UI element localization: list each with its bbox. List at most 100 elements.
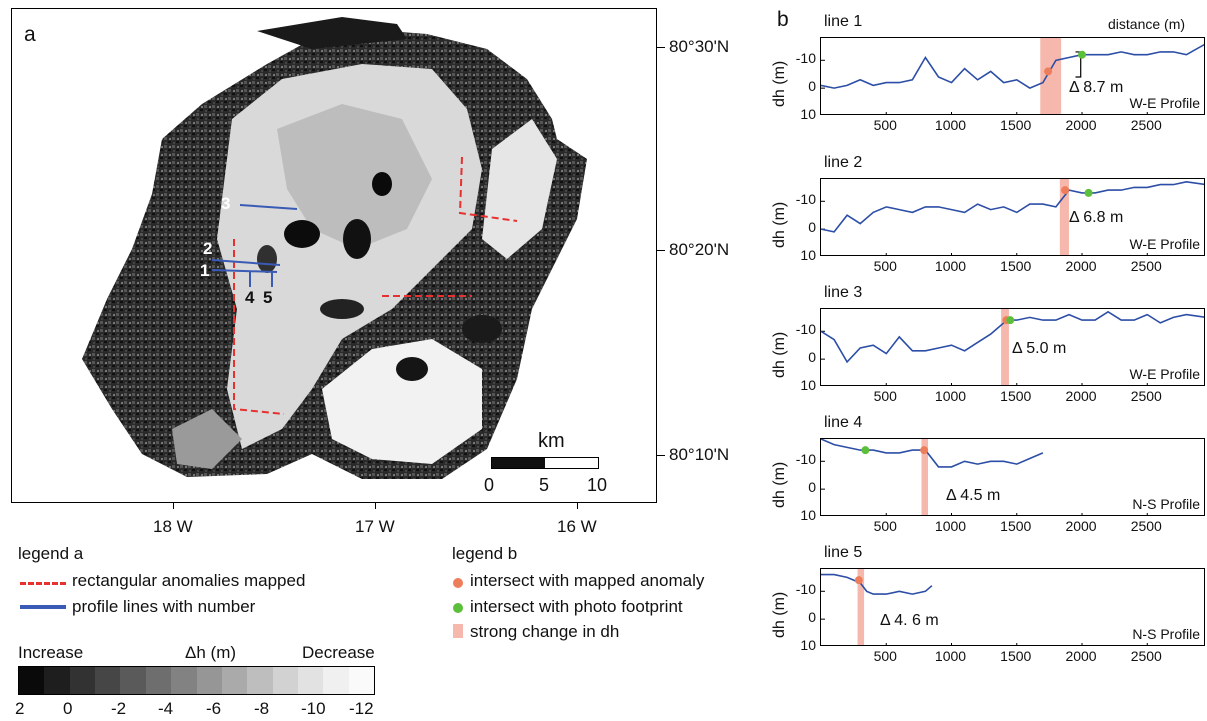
- profile-svg: [821, 179, 1204, 255]
- x-tick-label: 1000: [934, 648, 967, 664]
- lat-label-30: 80°30'N: [669, 37, 730, 56]
- dh-series-line: [821, 439, 1044, 468]
- lon-tick: [577, 503, 578, 509]
- island-top-cap: [257, 17, 407, 49]
- lon-label-17: 17 W: [355, 517, 395, 536]
- legend-blue-line: [20, 605, 66, 609]
- profile-number-5: 5: [263, 288, 273, 307]
- colorbar-swatch: [171, 667, 197, 694]
- strong-change-band: [921, 439, 929, 515]
- strong-change-band: [1040, 38, 1062, 114]
- colorbar-swatch: [120, 667, 146, 694]
- x-tick-label: 1000: [934, 388, 967, 404]
- scale-bar: [491, 457, 599, 469]
- legend-dashed-red-line: [20, 582, 66, 585]
- photo-intersect-point: [1084, 188, 1093, 197]
- colorbar-left-label: Increase: [18, 643, 84, 662]
- profile-title: line 2: [824, 154, 863, 171]
- delta-annotation: Δ 5.0 m: [1012, 340, 1067, 357]
- y-tick-label: 10: [800, 507, 816, 523]
- x-tick-label: 2500: [1130, 117, 1162, 133]
- x-tick-label: 2000: [1065, 258, 1097, 274]
- x-tick-label: 1000: [934, 518, 967, 534]
- y-tick-label: -10: [795, 451, 816, 468]
- x-tick-label: 1500: [1000, 648, 1032, 664]
- dh-series-line: [821, 43, 1204, 89]
- profile-line-1: [211, 269, 278, 273]
- map-panel: a 3 2 1 4 5 km 0 5 10: [11, 8, 657, 503]
- profile-svg: [821, 439, 1148, 515]
- anomaly-intersect-point: [920, 446, 929, 455]
- colorbar-right-label: Decrease: [302, 643, 375, 662]
- colorbar-swatch: [145, 667, 172, 694]
- x-tick-label: 2000: [1065, 388, 1097, 404]
- strong-change-band: [1059, 179, 1069, 255]
- y-tick-label: 10: [800, 377, 816, 393]
- x-tick-label: 2000: [1065, 518, 1097, 534]
- y-tick-label: -10: [795, 581, 816, 598]
- delta-bracket: [1075, 51, 1082, 78]
- colorbar-swatch: [247, 667, 273, 694]
- y-tick-label: 10: [800, 106, 816, 122]
- y-tick-label: 0: [808, 349, 816, 366]
- strong-change-band: [1001, 309, 1009, 385]
- lon-label-18: 18 W: [153, 517, 193, 536]
- scale-tick-0: 0: [484, 475, 495, 495]
- y-tick-label: 10: [800, 637, 816, 653]
- profile-title: line 3: [824, 284, 863, 301]
- scale-unit: km: [538, 430, 565, 452]
- profile-direction-label: N-S Profile: [1132, 496, 1200, 512]
- legend-pink-band: [453, 624, 463, 638]
- lon-label-16: 16 W: [557, 517, 597, 536]
- colorbar-swatch: [221, 667, 248, 694]
- profile-direction-label: N-S Profile: [1132, 626, 1200, 642]
- legend-a-item-profiles: profile lines with number: [72, 597, 256, 616]
- x-tick-label: 2000: [1065, 648, 1097, 664]
- elevation-change-map: [82, 17, 587, 479]
- x-tick-label: 1500: [1000, 258, 1032, 274]
- colorbar-swatch: [272, 667, 298, 694]
- legend-b-item-anomaly: intersect with mapped anomaly: [470, 571, 705, 590]
- legend-b-item-change: strong change in dh: [470, 622, 620, 641]
- anomaly-rect-east: [458, 156, 518, 222]
- y-tick-label: -10: [795, 50, 816, 67]
- photo-intersect-point: [1006, 316, 1015, 325]
- scale-tick-10: 10: [587, 475, 608, 495]
- anomaly-intersect-point: [854, 576, 863, 585]
- colorbar-tick-label: -12: [349, 699, 374, 718]
- y-tick-label: 10: [800, 247, 816, 263]
- lat-label-20: 80°20'N: [669, 240, 730, 259]
- x-tick-label: 1000: [934, 117, 967, 133]
- legend-b-item-photo: intersect with photo footprint: [470, 597, 683, 616]
- profile-number-1: 1: [200, 261, 210, 280]
- colorbar-tick-label: -10: [301, 699, 326, 718]
- x-tick-label: 2500: [1130, 648, 1162, 664]
- strong-change-band: [857, 569, 865, 645]
- x-tick-label: 1500: [1000, 518, 1032, 534]
- profile-plot: N-S Profile: [820, 568, 1205, 646]
- lat-label-10: 80°10'N: [669, 445, 730, 464]
- lat-tick: [657, 455, 665, 456]
- x-tick-label: 2500: [1130, 518, 1162, 534]
- x-tick-label: 500: [873, 388, 897, 404]
- photo-intersect-point: [1078, 50, 1087, 59]
- legend-a-title: legend a: [18, 544, 84, 563]
- profile-plot: W-E Profile: [820, 37, 1205, 115]
- x-tick-label: 1500: [1000, 388, 1032, 404]
- x-tick-label: 500: [873, 648, 897, 664]
- delta-annotation: Δ 8.7 m: [1069, 79, 1124, 96]
- profile-number-4: 4: [245, 288, 255, 307]
- colorbar-tick-label: -6: [206, 699, 222, 718]
- panel-b-letter: b: [777, 8, 789, 31]
- x-tick-label: 1000: [934, 258, 967, 274]
- colorbar-swatch: [196, 667, 222, 694]
- profile-number-2: 2: [203, 239, 213, 258]
- colorbar-swatch: [297, 667, 324, 694]
- colorbar-swatch: [69, 667, 96, 694]
- profile-number-3: 3: [221, 194, 231, 213]
- lon-tick: [375, 503, 376, 509]
- x-tick-label: 2500: [1130, 258, 1162, 274]
- y-tick-label: 0: [808, 609, 816, 626]
- profile-svg: [821, 38, 1204, 114]
- x-tick-label: 2500: [1130, 388, 1162, 404]
